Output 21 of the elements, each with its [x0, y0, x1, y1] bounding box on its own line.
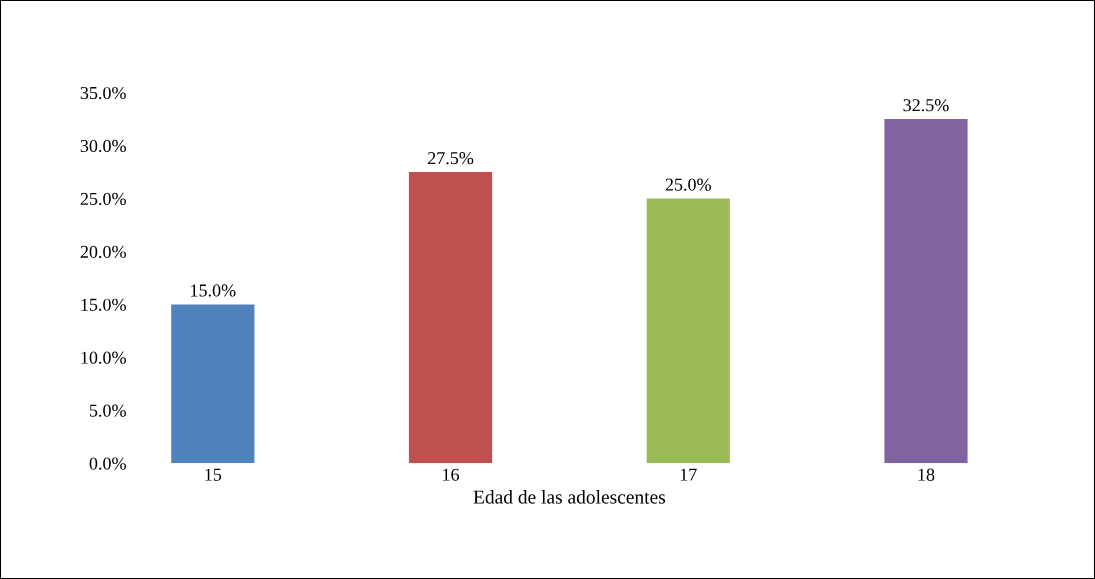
y-tick-label: 20.0%: [80, 245, 126, 258]
x-tick-label: 17: [680, 468, 697, 481]
x-tick-label: 15: [205, 468, 222, 481]
y-tick-label: 15.0%: [81, 298, 126, 311]
y-tick-label: 30.0%: [80, 139, 126, 153]
data-label: 15.0%: [191, 284, 236, 297]
y-tick-label: 35.0%: [80, 86, 126, 100]
x-axis-title: Edad de las adolescentes: [473, 489, 666, 504]
bar: [884, 119, 968, 464]
y-tick-label: 25.0%: [80, 192, 126, 206]
bar: [171, 304, 255, 464]
x-tick-label: 18: [918, 468, 935, 481]
data-label: 27.5%: [428, 152, 474, 165]
bar: [646, 198, 730, 464]
data-label: 25.0%: [665, 178, 711, 191]
y-tick-label: 0.0%: [89, 457, 126, 470]
y-tick-label: 5.0%: [89, 404, 126, 417]
data-label: 32.5%: [903, 99, 949, 112]
bar: [408, 172, 493, 464]
x-tick-label: 16: [443, 468, 460, 481]
y-tick-label: 10.0%: [81, 351, 126, 364]
